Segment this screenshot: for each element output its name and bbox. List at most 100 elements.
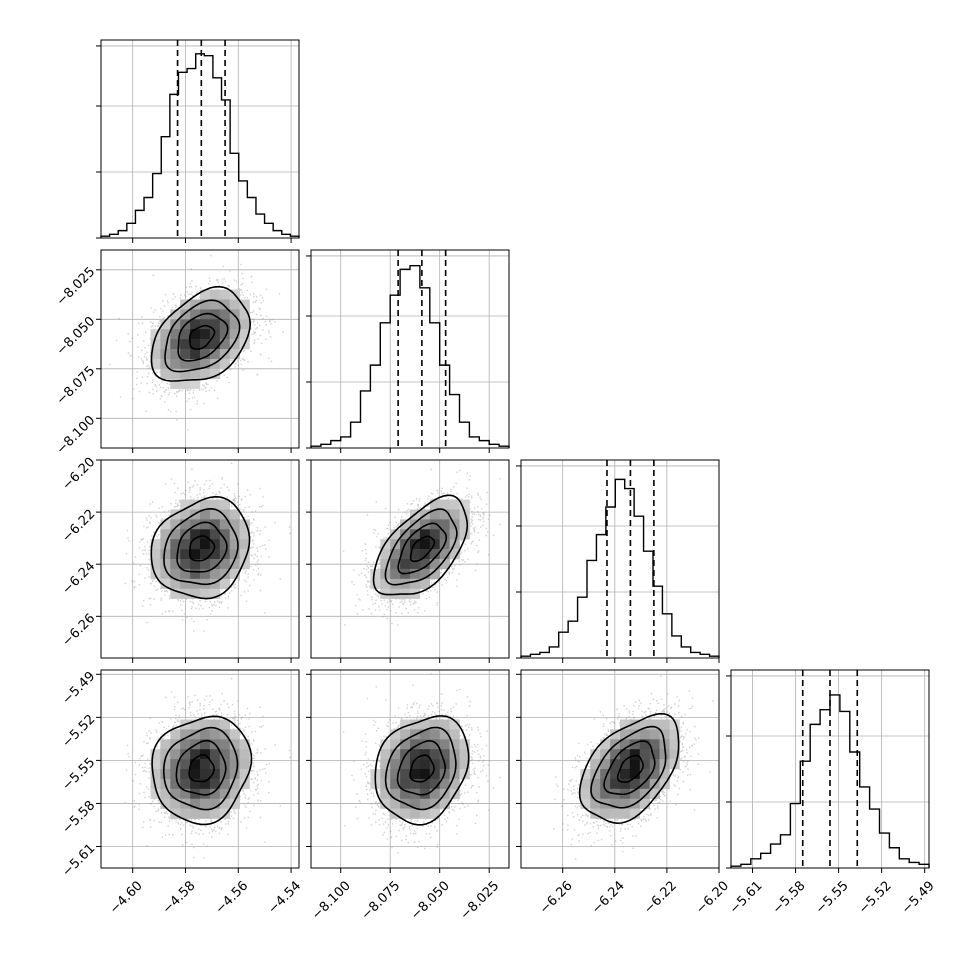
density-cell [150, 339, 161, 350]
density-cell [410, 559, 421, 570]
density-cell [439, 519, 450, 530]
x-tick-label: −5.61 [727, 878, 766, 917]
density-cell [209, 509, 221, 520]
contour-level-1 [616, 754, 644, 783]
density-cell [239, 739, 250, 750]
density-cell [639, 729, 650, 740]
density-cell [639, 788, 650, 799]
contour-level-4 [150, 285, 252, 382]
density-cell [449, 529, 460, 540]
density-cell [190, 798, 201, 809]
density-cell [219, 719, 230, 730]
density-cell [649, 739, 660, 750]
density-cell [659, 719, 670, 730]
density-cell [239, 759, 250, 770]
density-cell [150, 329, 161, 340]
density-cell [180, 549, 191, 560]
density-cell [170, 368, 181, 379]
density-cell [190, 568, 201, 580]
density-cell [669, 759, 680, 770]
y-tick-label: −5.55 [60, 755, 99, 794]
density-cell [439, 559, 450, 570]
panel-frame [100, 249, 300, 449]
density-cell [429, 778, 440, 790]
density-cell [190, 549, 201, 560]
density-cell [200, 499, 211, 510]
density-cell [180, 729, 191, 740]
density-cell [239, 329, 250, 340]
scatter-panel-4-1 [96, 669, 300, 873]
density-cell [209, 539, 221, 550]
density-cell [439, 719, 450, 730]
density-cell [219, 499, 230, 510]
density-cell [219, 329, 230, 340]
density-cell [219, 808, 230, 819]
density-cell [209, 299, 221, 310]
contour-level-3 [384, 726, 457, 811]
density-cell [209, 788, 221, 799]
y-tick-label: −6.20 [60, 455, 99, 494]
density-cell [200, 549, 211, 560]
density-cell [610, 729, 621, 740]
density-cell [160, 578, 171, 589]
density-cell [620, 749, 631, 760]
density-cell [219, 529, 230, 540]
density-cell [209, 309, 221, 320]
density-cell [459, 529, 470, 540]
density-cell [219, 559, 230, 570]
density-cell [200, 568, 211, 580]
density-cell [209, 578, 221, 589]
density-cell [610, 759, 621, 770]
density-cell [419, 568, 431, 580]
panel-content [342, 468, 501, 626]
y-tick-label: −6.26 [60, 611, 99, 650]
contour-level-2 [397, 522, 448, 575]
density-cell [590, 798, 601, 809]
density-cell [200, 299, 211, 310]
density-cell [219, 578, 230, 589]
density-cell [170, 798, 181, 809]
density-cell [180, 769, 191, 780]
x-tick-label: −8.075 [359, 878, 404, 923]
density-cell [610, 778, 621, 790]
density-cell [229, 539, 240, 550]
density-cell [380, 578, 391, 589]
density-cell [649, 788, 660, 799]
density-cell [190, 719, 201, 730]
density-cell [639, 719, 650, 730]
density-cell [419, 729, 431, 740]
density-cell [200, 289, 211, 300]
y-tick-label: −5.52 [60, 712, 99, 751]
contour-level-2 [175, 739, 227, 796]
density-cell [380, 798, 391, 809]
density-cell [219, 319, 230, 330]
density-cell [400, 559, 411, 570]
density-cell [669, 719, 680, 730]
x-tick-label: −4.60 [107, 878, 146, 917]
scatter-panel-3-1 [96, 459, 300, 663]
density-cell [629, 788, 641, 799]
density-cell [219, 309, 230, 320]
panel-frame [520, 669, 720, 869]
density-cell [219, 749, 230, 760]
density-cell [419, 519, 431, 530]
density-cell [459, 739, 470, 750]
density-cell [200, 588, 211, 599]
density-cell [209, 358, 221, 370]
density-cell [200, 798, 211, 809]
density-cell [410, 769, 421, 780]
density-cell [669, 729, 680, 740]
histogram-panel-4 [726, 669, 930, 873]
density-cell [219, 358, 230, 370]
density-cell [669, 739, 680, 750]
panel-frame [520, 459, 720, 659]
y-tick-label: −8.100 [54, 413, 99, 458]
density-cell [200, 329, 211, 340]
density-cell [209, 549, 221, 560]
density-cell [400, 719, 411, 730]
density-cell [229, 568, 240, 580]
density-cell [429, 519, 440, 530]
density-cell [160, 769, 171, 780]
density-cell [229, 798, 240, 809]
contour-level-4 [578, 712, 680, 825]
